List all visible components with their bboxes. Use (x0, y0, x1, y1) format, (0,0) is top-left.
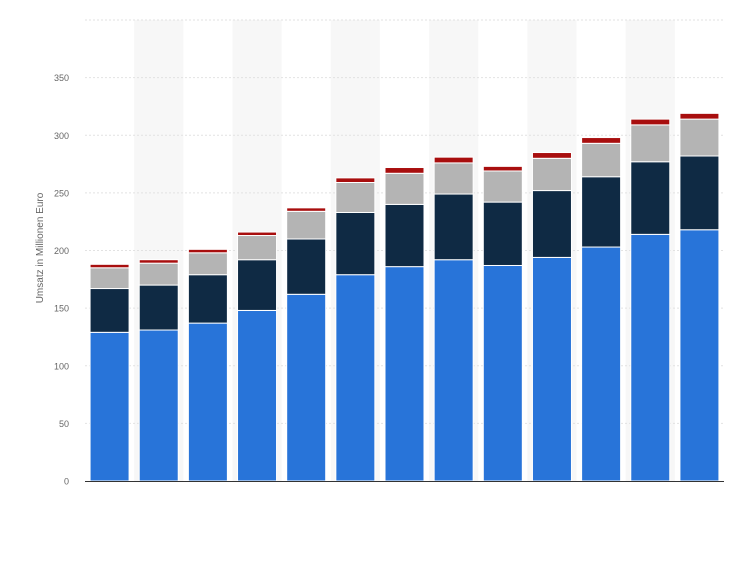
bar-segment (384, 172, 425, 205)
bar-segment (531, 157, 572, 192)
bar-segment (286, 210, 327, 240)
y-tick-label: 300 (54, 131, 69, 141)
bar-segment (335, 274, 376, 482)
bar-segment (630, 161, 671, 235)
y-tick-label: 50 (59, 419, 69, 429)
bar-stack (138, 259, 179, 482)
bar-segment (630, 233, 671, 482)
bar-segment (286, 293, 327, 482)
bar-segment (531, 190, 572, 258)
bar-segment (679, 112, 720, 120)
bar-segment (89, 263, 130, 269)
bar-segment (531, 152, 572, 159)
bar-stack (384, 167, 425, 482)
bar-segment (531, 256, 572, 482)
y-tick-label: 200 (54, 246, 69, 256)
bar-segment (433, 259, 474, 482)
bar-segment (384, 203, 425, 268)
bar-segment (89, 288, 130, 333)
bar-segment (630, 118, 671, 126)
bar-segment (138, 284, 179, 331)
bar-segment (482, 264, 523, 482)
bar-segment (679, 229, 720, 482)
bar-stack (89, 263, 130, 482)
bar-segment (89, 267, 130, 290)
bar-segment (482, 201, 523, 266)
bar-segment (433, 162, 474, 195)
y-tick-label: 100 (54, 361, 69, 371)
bar-segment (581, 246, 622, 482)
bar-segment (482, 170, 523, 203)
bar-segment (138, 329, 179, 482)
bar-segment (237, 259, 278, 311)
bar-stack (433, 156, 474, 482)
y-tick-label: 250 (54, 188, 69, 198)
bar-segment (286, 207, 327, 212)
bar-stack (335, 177, 376, 482)
bar-segment (482, 165, 523, 172)
bar-stack (630, 118, 671, 482)
bar-segment (187, 274, 228, 324)
bar-segment (138, 262, 179, 286)
bar-segment (237, 235, 278, 261)
bar-segment (335, 182, 376, 213)
bar-segment (581, 137, 622, 144)
bar-segment (89, 331, 130, 482)
bar-segment (187, 322, 228, 482)
bar-segment (679, 155, 720, 231)
y-tick-label: 0 (64, 477, 69, 487)
bar-segment (384, 266, 425, 482)
bar-stack (581, 137, 622, 482)
bar-stack (187, 248, 228, 482)
bar-segment (335, 177, 376, 184)
bar-stack (286, 207, 327, 482)
y-tick-label: 150 (54, 304, 69, 314)
bar-segment (335, 211, 376, 276)
bar-segment (138, 259, 179, 264)
bar-segment (237, 231, 278, 237)
bar-stack (482, 165, 523, 482)
bar-segment (581, 142, 622, 178)
bar-stack (679, 112, 720, 482)
bar-segment (433, 156, 474, 164)
bar-stack (237, 231, 278, 482)
bar-stack (531, 152, 572, 482)
y-tick-label: 350 (54, 73, 69, 83)
bar-segment (286, 238, 327, 295)
bar-segment (581, 176, 622, 248)
bar-segment (187, 252, 228, 276)
bars (89, 112, 720, 482)
bar-segment (679, 118, 720, 157)
bar-segment (187, 248, 228, 254)
y-axis-label: Umsatz in Millionen Euro (35, 192, 46, 303)
bar-segment (630, 124, 671, 163)
y-tick-labels: 0 50 100 150 200 250 300 350 (54, 73, 69, 486)
bar-segment (384, 167, 425, 174)
bar-segment (237, 309, 278, 482)
bar-segment (433, 193, 474, 261)
